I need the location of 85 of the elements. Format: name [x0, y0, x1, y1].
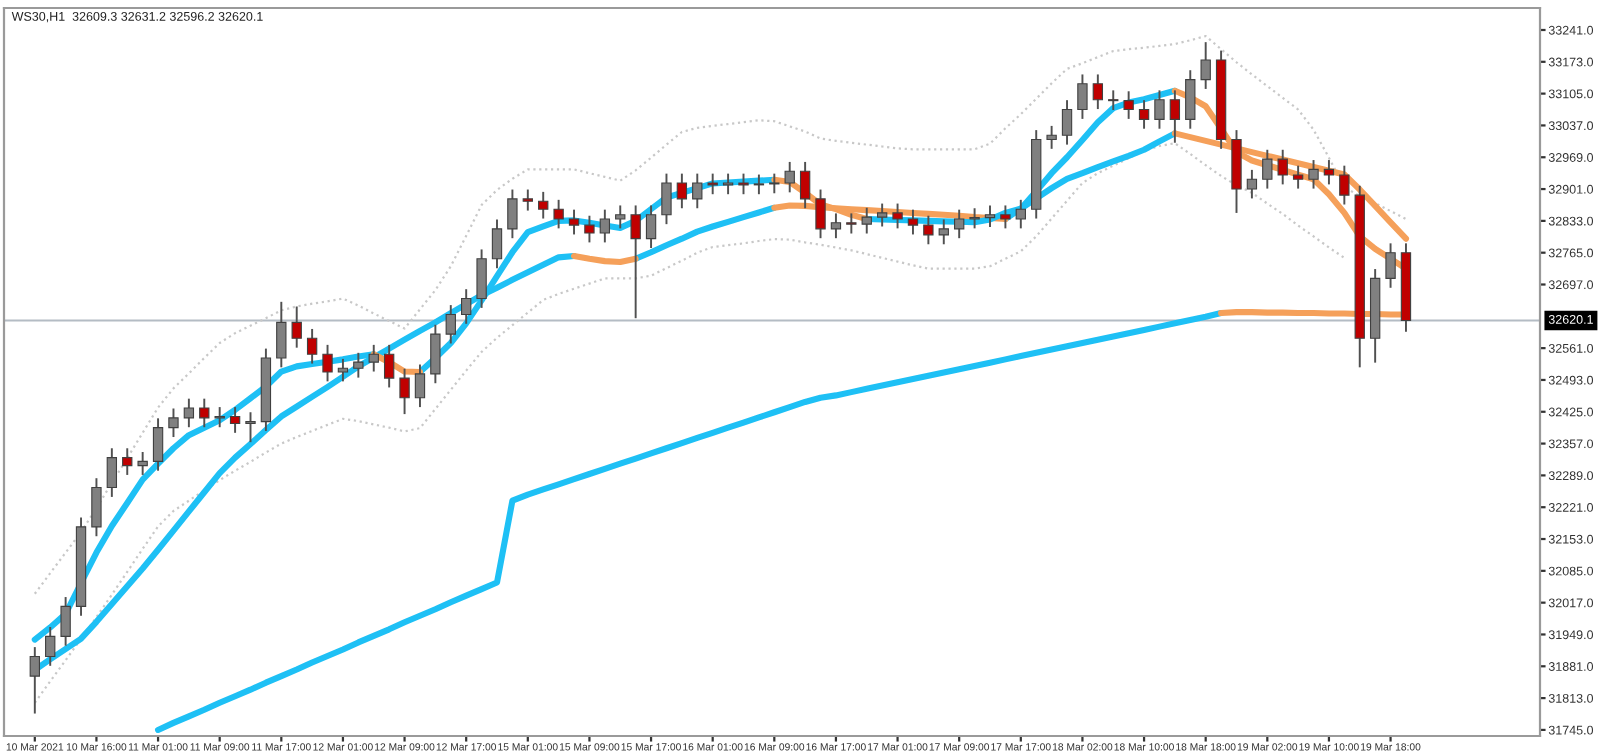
candlestick — [60, 596, 71, 647]
line-series — [33, 34, 1408, 595]
candlestick — [630, 204, 641, 320]
candlestick — [1000, 204, 1011, 230]
candlestick — [784, 160, 795, 194]
candlestick — [753, 173, 765, 196]
candlestick — [738, 172, 749, 196]
candlestick — [661, 172, 672, 226]
candlestick — [553, 198, 564, 230]
candlestick — [306, 327, 318, 365]
candlestick — [522, 188, 533, 212]
candlestick — [168, 407, 179, 438]
candlestick — [676, 172, 688, 210]
candlestick — [29, 646, 40, 715]
candlestick — [383, 343, 395, 389]
candlestick — [461, 288, 472, 325]
candlestick — [1015, 198, 1026, 230]
candlestick — [229, 406, 241, 434]
candlestick — [799, 160, 811, 210]
candlestick — [815, 188, 826, 240]
candlestick — [907, 208, 919, 236]
candlestick — [322, 343, 333, 383]
candlestick — [291, 305, 302, 349]
candlestick — [122, 447, 133, 476]
candlestick — [45, 626, 56, 667]
candlestick — [969, 207, 980, 230]
candlestick — [584, 214, 595, 244]
candlestick — [892, 202, 903, 230]
candlestick — [861, 206, 872, 235]
candlestick — [91, 477, 102, 538]
candlestick — [846, 212, 857, 235]
candlestick — [430, 323, 441, 385]
line-series — [33, 142, 1346, 704]
candlestick — [1339, 164, 1350, 206]
candlestick — [1169, 89, 1181, 144]
candlestick — [1123, 90, 1134, 120]
candlestick — [984, 204, 996, 228]
candlestick — [1308, 159, 1319, 190]
candlestick — [445, 304, 456, 345]
candlestick — [276, 300, 287, 369]
candlestick — [245, 411, 256, 444]
candlestick — [1138, 99, 1150, 130]
candlestick — [353, 351, 364, 379]
candlestick — [337, 357, 349, 383]
candlestick — [214, 406, 225, 429]
candlestick — [476, 248, 487, 309]
candlestick — [137, 451, 148, 476]
candlestick — [1077, 73, 1088, 120]
candlestick — [615, 204, 626, 230]
candlestick — [876, 202, 888, 228]
candlestick — [106, 447, 118, 498]
line-series — [155, 309, 1225, 733]
candlestick — [769, 172, 780, 195]
candlestick — [707, 172, 718, 196]
candlestick — [1185, 69, 1196, 130]
candlestick — [414, 363, 426, 409]
candlestick — [1323, 159, 1335, 186]
candlestick — [399, 367, 410, 416]
candlestick — [538, 190, 549, 220]
candlestick — [152, 417, 164, 472]
candlestick — [1108, 89, 1119, 111]
candlestick — [1385, 242, 1396, 289]
candlestick — [1200, 41, 1211, 90]
candlestick — [938, 218, 949, 246]
candlestick — [1246, 168, 1258, 200]
candlestick — [507, 188, 518, 240]
candlestick — [183, 397, 195, 429]
candlestick — [599, 208, 611, 244]
candlestick — [1292, 164, 1304, 190]
candlestick — [1277, 148, 1288, 186]
candlestick — [568, 208, 580, 236]
candlestick — [1046, 124, 1057, 150]
candlestick — [954, 208, 965, 240]
candlestick — [368, 343, 379, 373]
candlestick — [692, 172, 703, 210]
candlestick — [491, 218, 503, 270]
candlestick — [830, 212, 842, 240]
candlestick — [1092, 73, 1104, 111]
candlestick — [1154, 89, 1165, 130]
candlestick — [1262, 148, 1273, 190]
candlestick — [199, 397, 210, 429]
candlestick — [722, 172, 734, 196]
candlestick — [645, 204, 657, 249]
candlestick — [1061, 99, 1073, 146]
candlestick — [923, 214, 934, 246]
